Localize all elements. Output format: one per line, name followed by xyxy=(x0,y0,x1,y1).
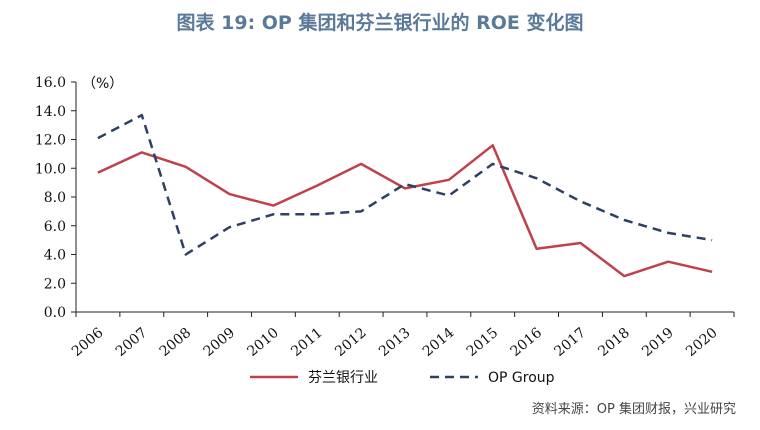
legend-item-finland-banking: 芬兰银行业 xyxy=(250,370,378,386)
legend-label: 芬兰银行业 xyxy=(308,370,378,386)
source-note: 资料来源：OP 集团财报，兴业研究 xyxy=(531,402,736,417)
x-tick-label: 2020 xyxy=(683,325,721,360)
y-tick-label: 12.0 xyxy=(35,133,66,149)
x-tick-label: 2016 xyxy=(508,325,546,360)
x-tick-label: 2010 xyxy=(244,325,282,360)
y-tick-label: 16.0 xyxy=(35,75,66,91)
y-unit-label: （%） xyxy=(82,76,123,92)
series-line-finland-banking xyxy=(97,144,713,278)
x-tick-label: 2019 xyxy=(639,325,677,360)
y-tick-label: 14.0 xyxy=(35,104,66,120)
legend: 芬兰银行业 OP Group xyxy=(250,370,555,386)
x-axis: 2006 2007 2008 2009 2010 2011 2012 2013 2014 2015… xyxy=(69,311,735,360)
x-tick-label: 2018 xyxy=(595,325,633,360)
x-tick-label: 2006 xyxy=(69,325,107,360)
x-tick-label: 2017 xyxy=(551,325,589,360)
y-tick-label: 8.0 xyxy=(44,190,66,206)
y-tick-label: 2.0 xyxy=(44,276,66,292)
y-tick-label: 6.0 xyxy=(44,219,66,235)
series-line-op-group xyxy=(97,113,713,256)
x-tick-label: 2007 xyxy=(113,325,151,360)
x-tick-label: 2015 xyxy=(464,325,502,360)
legend-label: OP Group xyxy=(488,370,555,386)
x-tick-label: 2012 xyxy=(332,325,370,360)
legend-item-op-group: OP Group xyxy=(430,370,555,386)
y-tick-label: 10.0 xyxy=(35,161,66,177)
x-tick-label: 2013 xyxy=(376,325,414,360)
chart-title: 图表 19: OP 集团和芬兰银行业的 ROE 变化图 xyxy=(176,12,584,34)
x-tick-label: 2009 xyxy=(201,325,239,360)
x-tick-label: 2008 xyxy=(157,325,195,360)
series-layer xyxy=(97,113,713,278)
x-tick-label: 2014 xyxy=(420,325,458,360)
y-axis: 0.0 2.0 4.0 6.0 8.0 10.0 12.0 14.0 16.0 （%） xyxy=(35,75,123,321)
y-tick-label: 4.0 xyxy=(44,248,66,264)
y-tick-label: 0.0 xyxy=(44,305,66,321)
x-tick-label: 2011 xyxy=(288,325,326,360)
